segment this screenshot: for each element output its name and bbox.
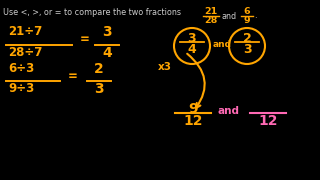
Text: and: and (222, 12, 237, 21)
Text: 12: 12 (183, 114, 203, 128)
Text: and: and (218, 106, 240, 116)
Text: 3: 3 (188, 32, 196, 45)
Text: 4: 4 (102, 46, 112, 60)
Text: 3: 3 (94, 82, 104, 96)
Text: 6: 6 (244, 7, 250, 16)
Text: 3: 3 (102, 25, 112, 39)
Text: 28: 28 (204, 16, 218, 25)
Text: 28÷7: 28÷7 (8, 46, 42, 59)
Text: 6÷3: 6÷3 (8, 62, 34, 75)
Text: x3: x3 (158, 62, 172, 72)
Text: 2: 2 (243, 32, 252, 45)
Text: 4: 4 (188, 43, 196, 56)
Text: Use <, >, or = to compare the two fractions: Use <, >, or = to compare the two fracti… (3, 8, 181, 17)
FancyArrowPatch shape (187, 54, 205, 108)
Text: 3: 3 (243, 43, 251, 56)
Text: 9÷3: 9÷3 (8, 82, 34, 95)
Text: =: = (68, 70, 78, 83)
Text: 9: 9 (244, 16, 250, 25)
Text: 21: 21 (204, 7, 218, 16)
Text: 2: 2 (94, 62, 104, 76)
Text: 12: 12 (258, 114, 278, 128)
Text: =: = (80, 33, 90, 46)
Text: .: . (254, 11, 257, 20)
Text: 21÷7: 21÷7 (8, 25, 42, 38)
Text: and: and (213, 40, 232, 49)
Text: 9: 9 (188, 102, 198, 116)
